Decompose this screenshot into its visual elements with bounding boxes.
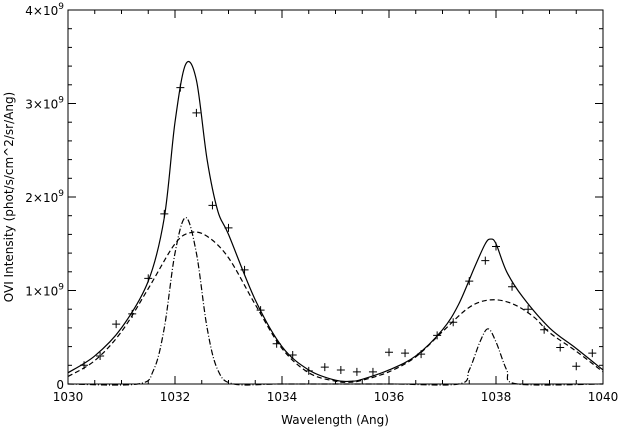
x-tick-labels: 1030 1032 1034 1036 1038 1040 <box>53 390 619 404</box>
data-point <box>508 282 517 291</box>
data-point <box>224 223 233 232</box>
data-point <box>572 362 581 371</box>
plot-frame <box>67 9 604 385</box>
data-point <box>588 349 597 358</box>
y-tick-labels: 0 1×109 2×109 3×109 4×109 <box>25 2 64 392</box>
x-tick-label: 1036 <box>374 390 405 404</box>
y-tick-label: 2×109 <box>25 189 64 205</box>
data-point <box>208 201 217 210</box>
data-point <box>368 367 377 376</box>
data-point <box>465 277 474 286</box>
data-point <box>481 256 490 265</box>
data-point <box>176 83 185 92</box>
data-point <box>192 108 201 117</box>
data-point <box>96 351 105 360</box>
data-point <box>352 367 361 376</box>
y-tick-label: 0 <box>56 378 64 392</box>
y-tick-label: 1×109 <box>25 283 64 299</box>
data-point <box>433 331 442 340</box>
x-axis-label: Wavelength (Ang) <box>281 413 389 427</box>
data-point <box>492 242 500 251</box>
data-point <box>240 265 249 274</box>
data-point <box>385 348 393 357</box>
data-point <box>80 361 89 370</box>
series-line-dashdot <box>67 216 604 386</box>
data-point <box>160 209 169 218</box>
data-point <box>144 274 153 283</box>
series-layer <box>67 60 604 386</box>
data-point <box>336 365 345 374</box>
data-point <box>556 343 565 352</box>
data-point <box>128 309 137 318</box>
data-point <box>401 349 410 358</box>
x-tick-label: 1038 <box>481 390 512 404</box>
data-point <box>540 325 549 334</box>
series-line-solid <box>67 60 604 383</box>
y-tick-label: 4×109 <box>25 2 64 18</box>
data-point <box>304 366 313 375</box>
data-point <box>256 306 265 315</box>
data-points <box>80 83 597 376</box>
y-axis-label: OVI Intensity (phot/s/cm^2/sr/Ang) <box>2 92 16 303</box>
data-point <box>417 350 426 359</box>
axis-ticks <box>67 9 604 385</box>
y-tick-label: 3×109 <box>25 96 64 112</box>
x-tick-label: 1030 <box>53 390 84 404</box>
x-tick-label: 1032 <box>160 390 191 404</box>
series-line-dashed <box>67 231 604 383</box>
data-point <box>524 305 533 314</box>
x-tick-label: 1040 <box>588 390 619 404</box>
data-point <box>320 363 329 372</box>
data-point <box>288 351 297 360</box>
data-point <box>272 339 281 348</box>
data-point <box>112 320 121 329</box>
x-tick-label: 1034 <box>267 390 298 404</box>
data-point <box>449 318 458 327</box>
